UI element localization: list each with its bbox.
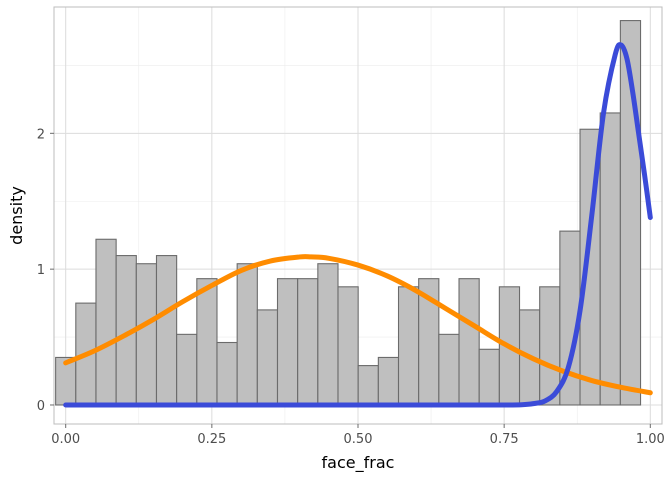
histogram-bar <box>377 356 400 406</box>
histogram-bar <box>357 365 379 406</box>
histogram-bar <box>397 286 420 406</box>
y-tick-label: 2 <box>37 127 45 142</box>
x-axis-title: face_frac <box>322 453 395 473</box>
x-tick-label: 0.00 <box>51 432 80 447</box>
histogram-bar <box>196 278 218 406</box>
histogram-bar <box>256 309 279 406</box>
histogram-bars <box>55 20 642 406</box>
histogram-bar <box>135 263 158 406</box>
density-curve-2 <box>63 42 653 408</box>
histogram-bar <box>276 278 299 406</box>
y-axis-title: density <box>7 186 26 245</box>
histogram-bar <box>599 112 621 406</box>
histogram-bar <box>216 341 238 406</box>
histogram-bar <box>176 333 198 406</box>
density-curve-1 <box>63 254 653 396</box>
density-curves <box>63 42 653 408</box>
histogram-bar <box>155 255 178 406</box>
x-tick-label: 0.25 <box>197 432 226 447</box>
y-tick-label: 0 <box>37 399 45 414</box>
histogram-bar <box>337 286 359 406</box>
histogram-bar <box>236 263 258 406</box>
axis-ticks: 0.00 0.25 0.50 0.75 1.00 0 1 2 <box>37 127 665 447</box>
histogram-bar <box>458 278 480 406</box>
x-tick-label: 0.50 <box>344 432 373 447</box>
histogram-bar <box>438 333 460 406</box>
histogram-bar <box>297 278 319 406</box>
x-tick-label: 1.00 <box>636 432 665 447</box>
histogram-bar <box>317 263 339 406</box>
histogram-bar <box>478 348 500 406</box>
x-tick-label: 0.75 <box>490 432 519 447</box>
y-tick-label: 1 <box>37 263 45 278</box>
histogram-bar <box>95 238 117 406</box>
